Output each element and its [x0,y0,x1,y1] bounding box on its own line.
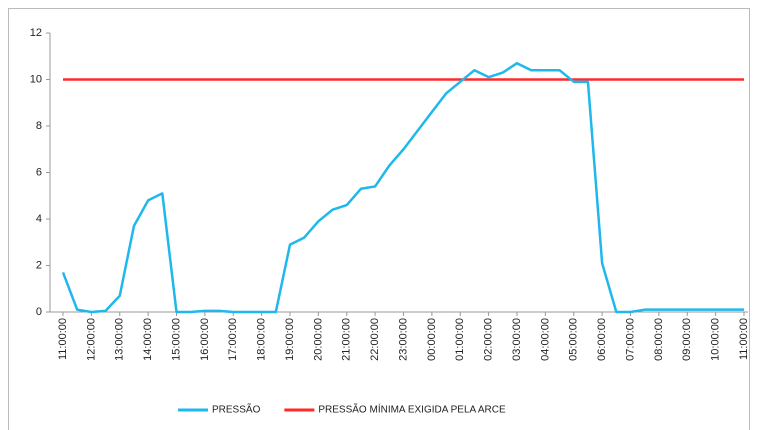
x-tick-label: 02:00:00 [483,318,495,361]
x-tick-label: 21:00:00 [341,318,353,361]
x-tick-label: 12:00:00 [85,318,97,361]
x-tick-label: 17:00:00 [227,318,239,361]
x-tick-label: 07:00:00 [624,318,636,361]
y-tick-label: 0 [36,306,42,318]
x-tick-label: 19:00:00 [284,318,296,361]
x-tick-label: 15:00:00 [170,318,182,361]
x-tick-label: 09:00:00 [681,318,693,361]
x-tick-label: 01:00:00 [454,318,466,361]
x-tick-label: 05:00:00 [568,318,580,361]
x-tick-label: 16:00:00 [199,318,211,361]
x-tick-label: 18:00:00 [256,318,268,361]
x-tick-label: 10:00:00 [710,318,722,361]
y-tick-label: 4 [36,213,42,225]
x-tick-label: 00:00:00 [426,318,438,361]
legend-label: PRESSÃO [212,403,261,416]
x-tick-label: 06:00:00 [596,318,608,361]
chart-frame [8,8,750,430]
x-tick-label: 23:00:00 [397,318,409,361]
y-tick-label: 6 [36,166,42,178]
x-tick-label: 04:00:00 [539,318,551,361]
y-tick-label: 10 [30,73,42,85]
series-line [61,61,744,314]
y-tick-label: 2 [36,259,42,271]
x-tick-label: 11:00:00 [57,318,69,360]
x-tick-label: 11:00:00 [738,318,750,360]
y-tick-label: 8 [36,120,42,132]
x-tick-label: 13:00:00 [114,318,126,361]
x-tick-label: 14:00:00 [142,318,154,361]
x-tick-label: 03:00:00 [511,318,523,361]
x-tick-label: 08:00:00 [653,318,665,361]
x-tick-label: 22:00:00 [369,318,381,361]
y-tick-label: 12 [30,27,42,39]
x-tick-label: 20:00:00 [312,318,324,361]
legend-label: PRESSÃO MÍNIMA EXIGIDA PELA ARCE [318,403,506,416]
